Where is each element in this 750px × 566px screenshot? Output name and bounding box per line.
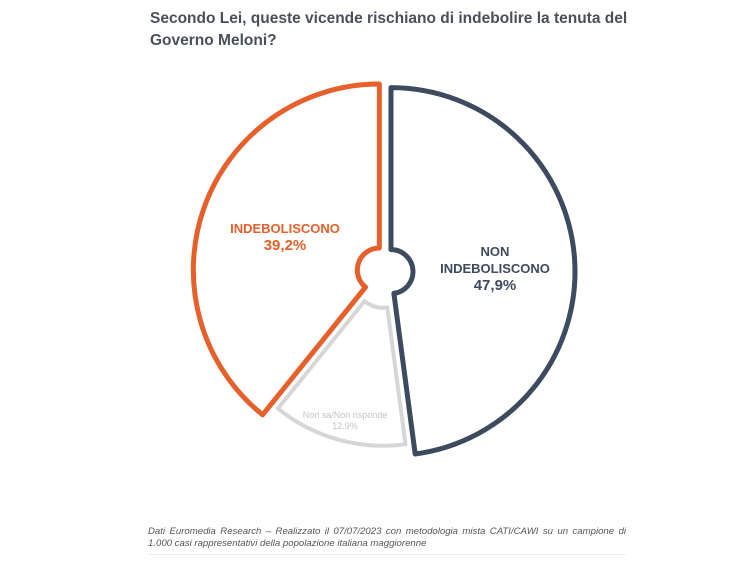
label-text: NON INDEBOLISCONO bbox=[440, 244, 550, 276]
pie-slice-non-sa-non-risponde bbox=[275, 299, 408, 448]
pie-slice-non-indeboliscono bbox=[388, 85, 578, 457]
label-indeboliscono: INDEBOLISCONO 39,2% bbox=[215, 220, 355, 254]
label-value: 12.9% bbox=[332, 421, 358, 431]
label-text: INDEBOLISCONO bbox=[230, 221, 340, 236]
pie-slice-indeboliscono bbox=[190, 81, 382, 418]
label-non-sa: Non sa/Non risponde 12.9% bbox=[280, 410, 410, 432]
label-value: 47,9% bbox=[473, 277, 517, 294]
label-non-indeboliscono: NON INDEBOLISCONO 47,9% bbox=[430, 243, 560, 294]
label-text: Non sa/Non risponde bbox=[302, 410, 388, 420]
chart-title: Secondo Lei, queste vicende rischiano di… bbox=[150, 10, 628, 49]
label-value: 39,2% bbox=[263, 237, 307, 254]
source-note: Dati Euromedia Research – Realizzato il … bbox=[148, 526, 626, 555]
